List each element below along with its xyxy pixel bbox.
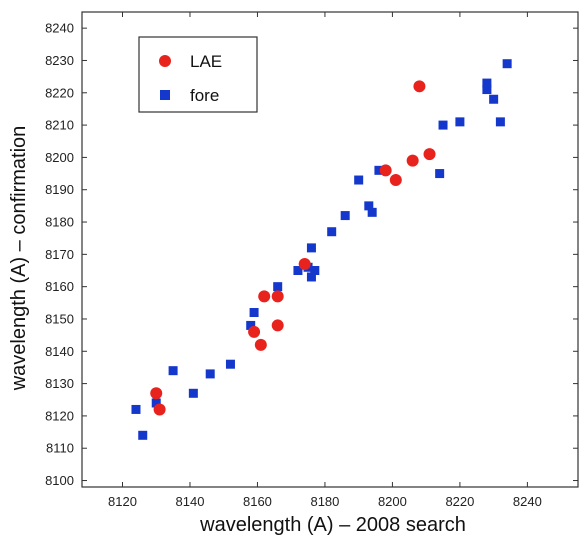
legend-marker-fore <box>160 90 170 100</box>
legend-label-fore: fore <box>190 86 219 105</box>
point-fore <box>495 117 505 127</box>
x-tick-label: 8160 <box>243 494 272 509</box>
x-tick-label: 8200 <box>378 494 407 509</box>
point-fore <box>188 388 198 398</box>
point-fore <box>151 398 161 408</box>
x-tick-label: 8240 <box>513 494 542 509</box>
point-fore <box>482 78 492 88</box>
point-lae <box>298 258 311 271</box>
point-fore <box>306 272 316 282</box>
y-tick-label: 8220 <box>45 85 74 100</box>
point-fore <box>482 85 492 95</box>
point-fore <box>246 320 256 330</box>
point-fore <box>502 59 512 69</box>
point-fore <box>310 266 320 276</box>
point-lae <box>271 290 284 303</box>
point-fore <box>273 282 283 292</box>
x-tick-label: 8180 <box>310 494 339 509</box>
y-tick-label: 8100 <box>45 473 74 488</box>
point-fore <box>354 175 364 185</box>
y-tick-label: 8160 <box>45 279 74 294</box>
point-fore <box>455 117 465 127</box>
point-fore <box>438 120 448 130</box>
point-fore <box>435 169 445 179</box>
point-fore <box>205 369 215 379</box>
y-tick-label: 8140 <box>45 344 74 359</box>
x-tick-label: 8120 <box>108 494 137 509</box>
y-tick-label: 8170 <box>45 247 74 262</box>
point-lae <box>389 174 402 187</box>
y-tick-label: 8110 <box>46 441 74 456</box>
point-lae <box>406 154 419 167</box>
point-lae <box>258 290 271 303</box>
y-axis-label: wavelength (A) – confirmation <box>8 126 30 392</box>
y-axis: 8100 8110 8120 8130 8140 8150 8160 8170 8180 8190… <box>45 21 578 488</box>
point-lae <box>248 325 261 338</box>
x-axis-label: wavelength (A) – 2008 search <box>199 514 466 536</box>
y-tick-label: 8130 <box>45 376 74 391</box>
point-lae <box>153 403 166 416</box>
point-fore <box>131 404 141 414</box>
point-fore <box>306 243 316 253</box>
point-lae <box>150 387 163 400</box>
x-tick-label: 8220 <box>445 494 474 509</box>
point-fore <box>327 227 337 237</box>
legend-marker-lae <box>159 55 171 67</box>
point-fore <box>168 366 178 376</box>
point-lae <box>423 148 436 161</box>
y-tick-label: 8230 <box>45 53 74 68</box>
point-lae <box>271 319 284 332</box>
y-tick-label: 8150 <box>45 311 74 326</box>
y-tick-label: 8180 <box>45 215 74 230</box>
point-fore <box>364 201 374 211</box>
point-fore <box>138 430 148 440</box>
legend: LAE fore <box>138 36 258 113</box>
y-tick-label: 8200 <box>45 150 74 165</box>
x-tick-label: 8140 <box>176 494 205 509</box>
point-lae <box>379 164 392 177</box>
point-lae <box>254 338 267 351</box>
point-fore <box>225 359 235 369</box>
point-lae <box>413 80 426 93</box>
point-fore <box>293 266 303 276</box>
y-tick-label: 8240 <box>45 21 74 36</box>
legend-label-lae: LAE <box>190 52 222 71</box>
y-tick-label: 8120 <box>45 408 74 423</box>
y-tick-label: 8190 <box>45 182 74 197</box>
x-axis: 8120 8140 8160 8180 8200 8220 8240 <box>108 12 542 509</box>
data-markers <box>131 59 512 440</box>
point-fore <box>340 211 350 221</box>
point-fore <box>374 165 384 175</box>
legend-box <box>138 36 258 113</box>
point-fore <box>367 207 377 217</box>
point-fore <box>489 94 499 104</box>
y-tick-label: 8210 <box>45 118 74 133</box>
point-fore <box>249 308 259 318</box>
